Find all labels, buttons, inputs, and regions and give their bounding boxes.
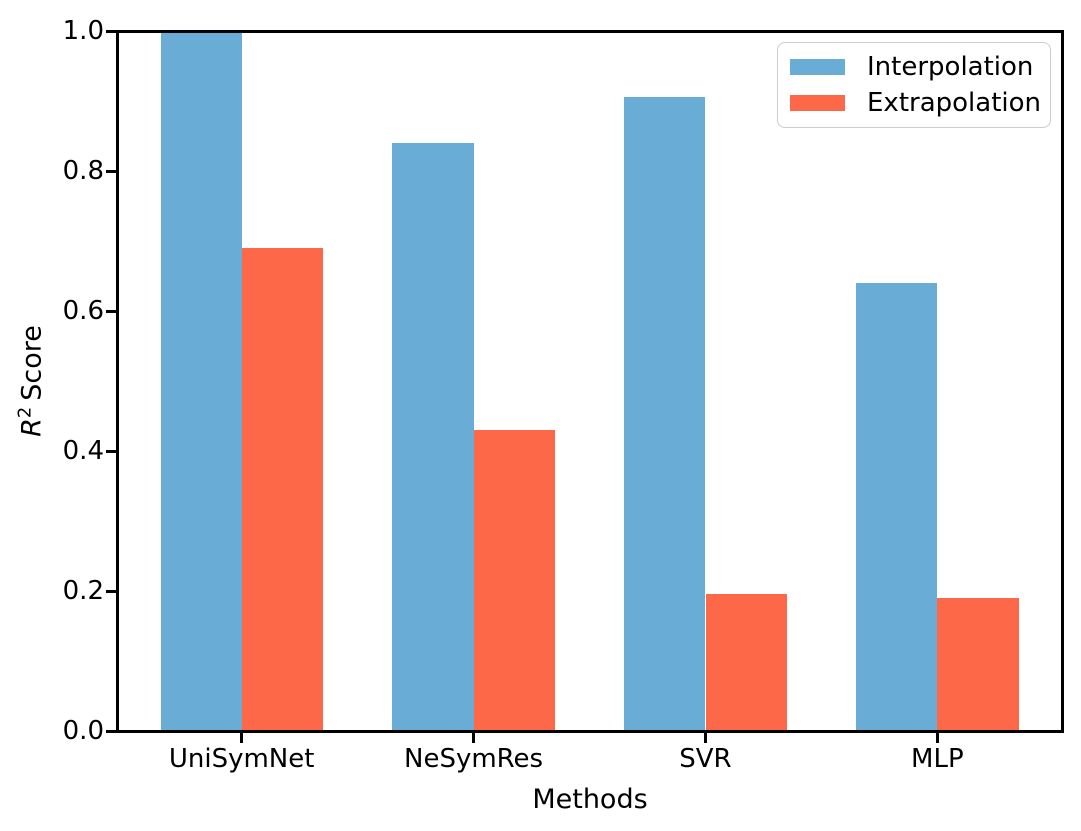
y-tick-label-0.0: 0.0 [62,716,104,746]
legend-label-interpolation: Interpolation [867,51,1034,82]
y-tick-0.8 [106,169,117,173]
x-tick-label-nesymres: NeSymRes [403,744,544,774]
x-tick-label-svr: SVR [679,744,732,774]
x-tick-unisymnet [240,733,244,743]
bar-extrapolation-unisymnet [241,248,323,731]
y-axis-title-rest: Score [16,325,48,401]
legend-swatch-interpolation [790,58,845,75]
x-tick-label-mlp: MLP [911,744,964,774]
bar-extrapolation-svr [705,594,787,731]
x-tick-label-unisymnet: UniSymNet [168,744,315,774]
y-tick-label-0.4: 0.4 [62,436,104,466]
x-axis-title: Methods [532,784,648,815]
y-tick-0.0 [106,729,117,733]
legend: Interpolation Extrapolation [777,42,1051,128]
legend-item-interpolation: Interpolation [790,54,1050,80]
bar-interpolation-mlp [856,283,938,731]
y-tick-label-0.6: 0.6 [62,296,104,326]
y-tick-0.6 [106,309,117,313]
x-tick-svr [703,733,707,743]
x-tick-mlp [935,733,939,743]
y-tick-label-1.0: 1.0 [62,16,104,46]
x-tick-nesymres [472,733,476,743]
legend-item-extrapolation: Extrapolation [790,90,1050,116]
bar-interpolation-unisymnet [160,31,242,731]
y-axis-title-superscript: 2 [14,406,36,419]
y-tick-label-0.8: 0.8 [62,156,104,186]
y-tick-0.4 [106,449,117,453]
legend-swatch-extrapolation [790,95,845,112]
legend-label-extrapolation: Extrapolation [867,88,1042,119]
bar-interpolation-nesymres [392,143,474,731]
bar-extrapolation-mlp [937,598,1019,731]
y-tick-1.0 [106,29,117,33]
y-axis-title-r: R [16,418,48,437]
bar-extrapolation-nesymres [473,430,555,731]
y-axis-title: R2 Score [14,325,48,437]
bar-interpolation-svr [624,97,706,731]
y-tick-0.2 [106,589,117,593]
y-tick-label-0.2: 0.2 [62,576,104,606]
